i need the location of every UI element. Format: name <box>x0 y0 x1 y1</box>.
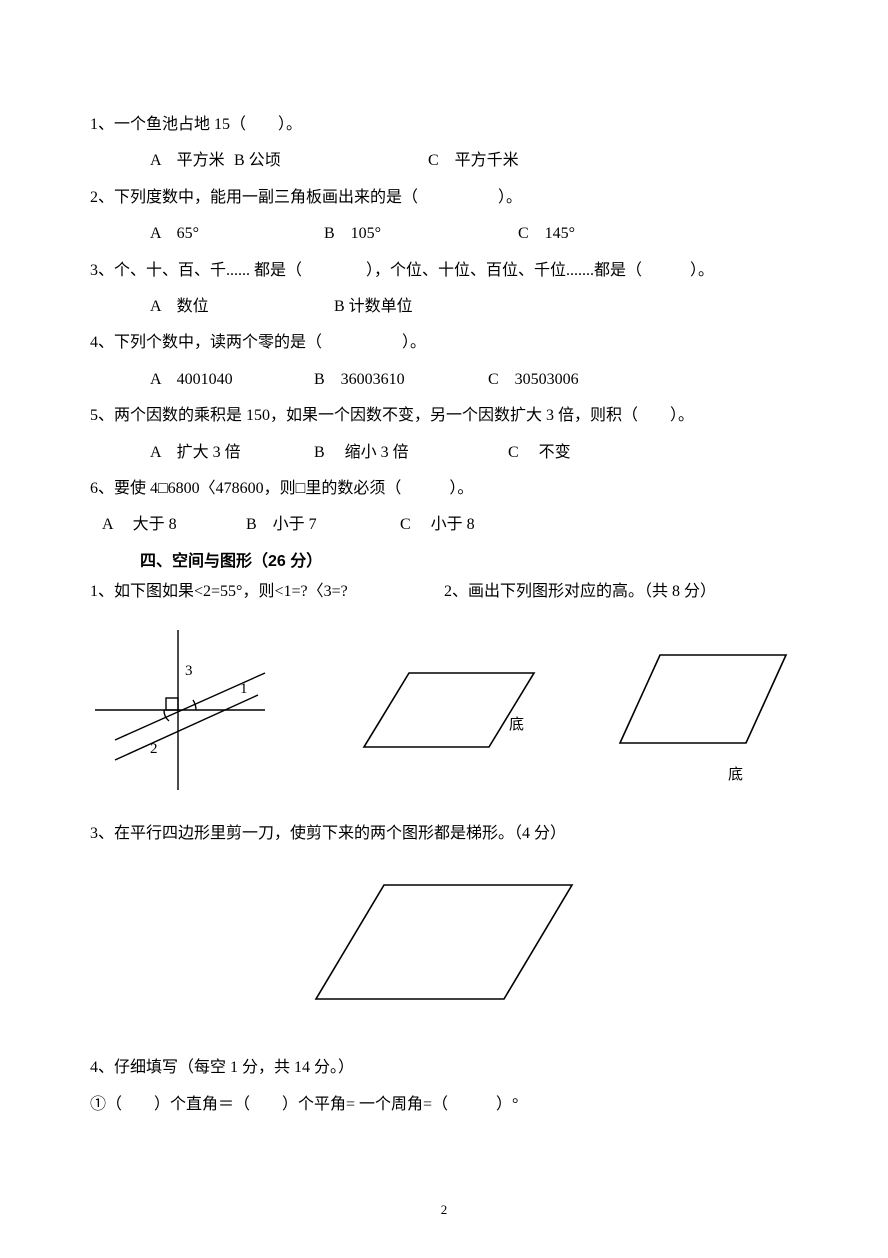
q1-option-a: A 平方米 <box>150 146 230 176</box>
svg-text:2: 2 <box>150 741 158 757</box>
angle-diagram: 1 2 3 <box>90 625 290 795</box>
q5-option-b: B 缩小 3 倍 <box>314 438 504 468</box>
question-1-options: A 平方米 B 公顷 C 平方千米 <box>90 146 798 176</box>
parallelogram-big <box>304 873 584 1013</box>
question-3: 3、个、十、百、千...... 都是（ ），个位、十位、百位、千位.......… <box>90 256 798 286</box>
question-5-options: A 扩大 3 倍 B 缩小 3 倍 C 不变 <box>90 438 798 468</box>
q1-option-c: C 平方千米 <box>428 146 628 176</box>
q6-option-b: B 小于 7 <box>246 510 396 540</box>
q5-option-c: C 不变 <box>508 438 628 468</box>
question-1: 1、一个鱼池占地 15（ ）。 <box>90 110 798 140</box>
q2-option-b: B 105° <box>324 219 514 249</box>
q4-option-b: B 36003610 <box>314 365 484 395</box>
s4-q4-1: ①（ ）个直角＝（ ）个平角= 一个周角=（ ）° <box>90 1090 798 1120</box>
svg-text:1: 1 <box>240 681 248 697</box>
q4-option-c: C 30503006 <box>488 365 638 395</box>
q1-option-b: B 公顷 <box>234 146 424 176</box>
parallelogram-left-svg <box>354 655 544 765</box>
q6-option-c: C 小于 8 <box>400 510 520 540</box>
question-6: 6、要使 4□6800〈478600，则□里的数必须（ ）。 <box>90 474 798 504</box>
parallelogram-big-svg <box>304 873 584 1013</box>
figure-row-2 <box>90 873 798 1013</box>
question-2: 2、下列度数中，能用一副三角板画出来的是（ ）。 <box>90 183 798 213</box>
page-number: 2 <box>441 1202 448 1218</box>
question-6-options: A 大于 8 B 小于 7 C 小于 8 <box>90 510 798 540</box>
question-3-options: A 数位 B 计数单位 <box>90 292 798 322</box>
parallelogram-right-svg <box>608 645 798 775</box>
q2-option-a: A 65° <box>150 219 320 249</box>
s4-q2: 2、画出下列图形对应的高。（共 8 分） <box>444 577 798 607</box>
s4-q1: 1、如下图如果<2=55°，则<1=?〈3=? <box>90 577 444 607</box>
base-label-left: 底 <box>509 713 524 734</box>
angle-diagram-svg: 1 2 3 <box>90 625 290 795</box>
q6-option-a: A 大于 8 <box>102 510 242 540</box>
figures-row-1: 1 2 3 底 底 <box>90 625 798 795</box>
question-2-options: A 65° B 105° C 145° <box>90 219 798 249</box>
parallelogram-right: 底 <box>608 645 798 775</box>
q4-option-a: A 4001040 <box>150 365 310 395</box>
q3-option-a: A 数位 <box>150 292 330 322</box>
question-4-options: A 4001040 B 36003610 C 30503006 <box>90 365 798 395</box>
q5-option-a: A 扩大 3 倍 <box>150 438 310 468</box>
base-label-right: 底 <box>728 763 743 784</box>
q3-option-b: B 计数单位 <box>334 292 514 322</box>
svg-text:3: 3 <box>185 663 193 679</box>
question-5: 5、两个因数的乘积是 150，如果一个因数不变，另一个因数扩大 3 倍，则积（ … <box>90 401 798 431</box>
parallelogram-left: 底 <box>354 655 544 765</box>
q2-option-c: C 145° <box>518 219 638 249</box>
s4-q4: 4、仔细填写（每空 1 分，共 14 分。） <box>90 1053 798 1083</box>
s4-q3: 3、在平行四边形里剪一刀，使剪下来的两个图形都是梯形。（4 分） <box>90 819 798 849</box>
question-4: 4、下列个数中，读两个零的是（ ）。 <box>90 328 798 358</box>
section-4-title: 四、空间与图形（26 分） <box>90 547 798 571</box>
section-4-q1-q2: 1、如下图如果<2=55°，则<1=?〈3=? 2、画出下列图形对应的高。（共 … <box>90 577 798 607</box>
